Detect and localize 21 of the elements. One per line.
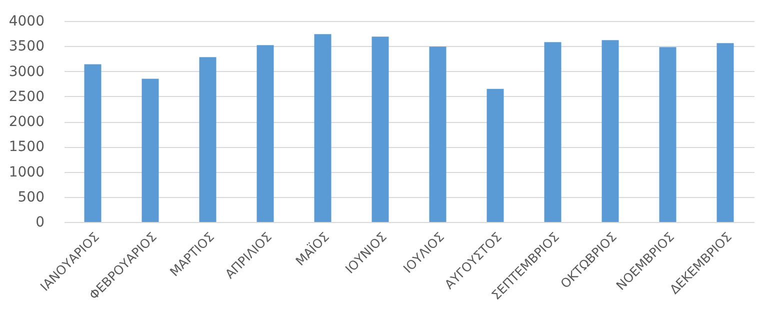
bar — [544, 42, 562, 222]
y-tick-label: 2500 — [8, 88, 44, 105]
bar — [372, 36, 389, 222]
y-tick-label: 2000 — [8, 114, 44, 130]
bar — [602, 40, 619, 222]
y-tick-label: 3500 — [8, 38, 44, 55]
bar — [142, 78, 159, 222]
bar — [716, 43, 734, 222]
y-tick-label: 1500 — [8, 139, 44, 156]
bar — [256, 45, 274, 222]
bar — [486, 88, 504, 222]
bar — [659, 47, 676, 222]
bar — [199, 57, 216, 222]
y-tick-label: 4000 — [8, 14, 44, 30]
y-tick-label: 0 — [36, 214, 44, 230]
y-tick-label: 3000 — [8, 64, 44, 80]
y-tick-label: 500 — [18, 189, 44, 206]
bar — [429, 46, 446, 222]
bar — [84, 64, 102, 222]
y-tick-label: 1000 — [8, 164, 44, 180]
bar — [314, 34, 332, 222]
